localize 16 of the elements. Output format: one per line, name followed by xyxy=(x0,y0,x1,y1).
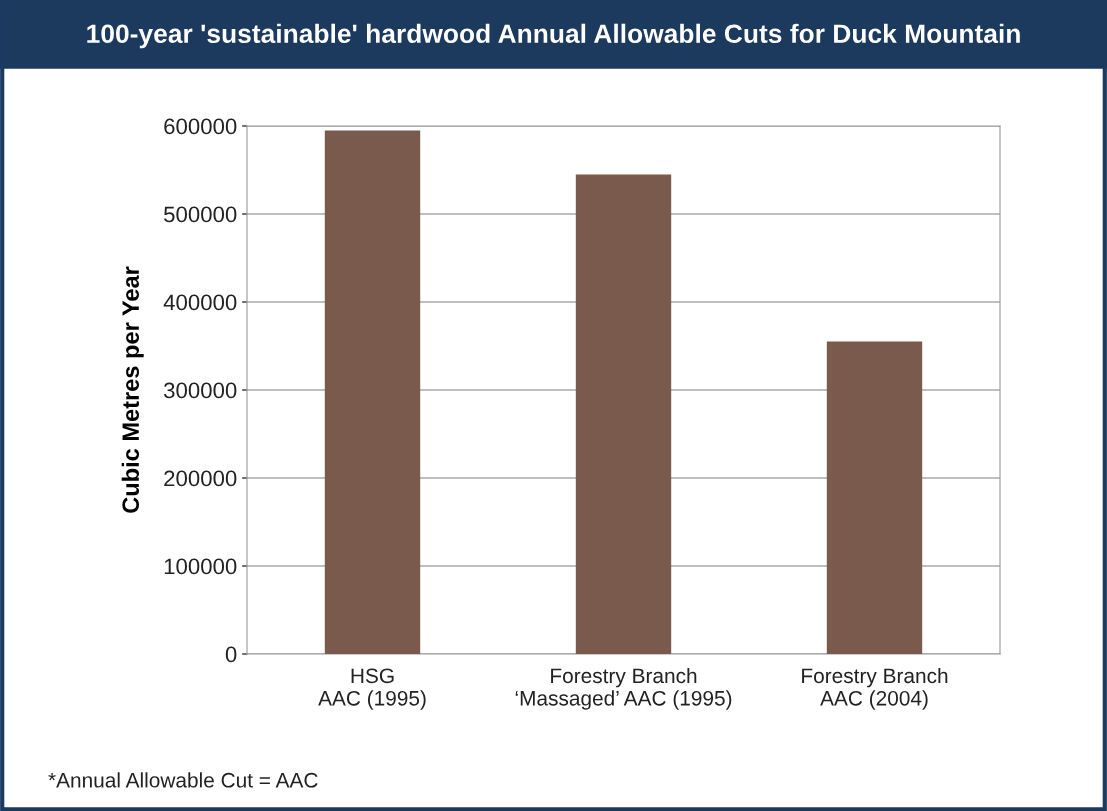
x-tick-label: Forestry Branch ‘Massaged’ AAC (1995) xyxy=(515,667,732,710)
y-axis-title: Cubic Metres per Year xyxy=(121,266,144,513)
y-tick-label: 200000 xyxy=(164,470,237,487)
text: *Annual Allowable Cut = AAC xyxy=(48,772,318,788)
y-tick-label: 300000 xyxy=(163,382,237,399)
bar xyxy=(575,174,672,654)
y-tick-label: 0 xyxy=(225,646,237,663)
chart-title: 100-year 'sustainable' hardwood Annual Allowable Cuts for Duck Mountain xyxy=(87,23,1020,49)
y-tick-label: 500000 xyxy=(164,206,237,223)
bar xyxy=(324,130,421,654)
y-tick-label: 100000 xyxy=(164,558,237,575)
x-tick-label: HSG AAC (1995) xyxy=(318,668,426,710)
y-tick-label: 400000 xyxy=(163,294,237,311)
bar xyxy=(826,341,923,654)
x-tick-label: Forestry Branch AAC (2004) xyxy=(802,667,948,710)
y-tick-label: 600000 xyxy=(164,118,237,135)
